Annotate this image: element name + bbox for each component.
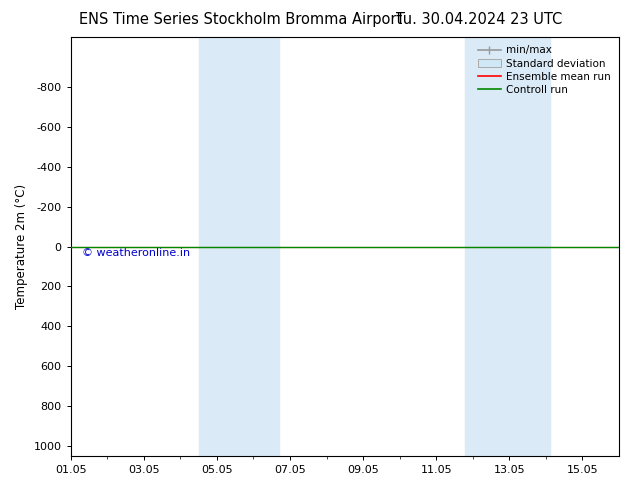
Bar [198,37,235,456]
Y-axis label: Temperature 2m (°C): Temperature 2m (°C) [15,184,28,309]
Text: ENS Time Series Stockholm Bromma Airport: ENS Time Series Stockholm Bromma Airport [79,12,403,27]
Text: © weatheronline.in: © weatheronline.in [82,248,190,258]
Text: Tu. 30.04.2024 23 UTC: Tu. 30.04.2024 23 UTC [396,12,562,27]
Bar [509,37,550,456]
Bar [465,37,509,456]
Legend: min/max, Standard deviation, Ensemble mean run, Controll run: min/max, Standard deviation, Ensemble me… [475,42,614,98]
Bar [235,37,279,456]
